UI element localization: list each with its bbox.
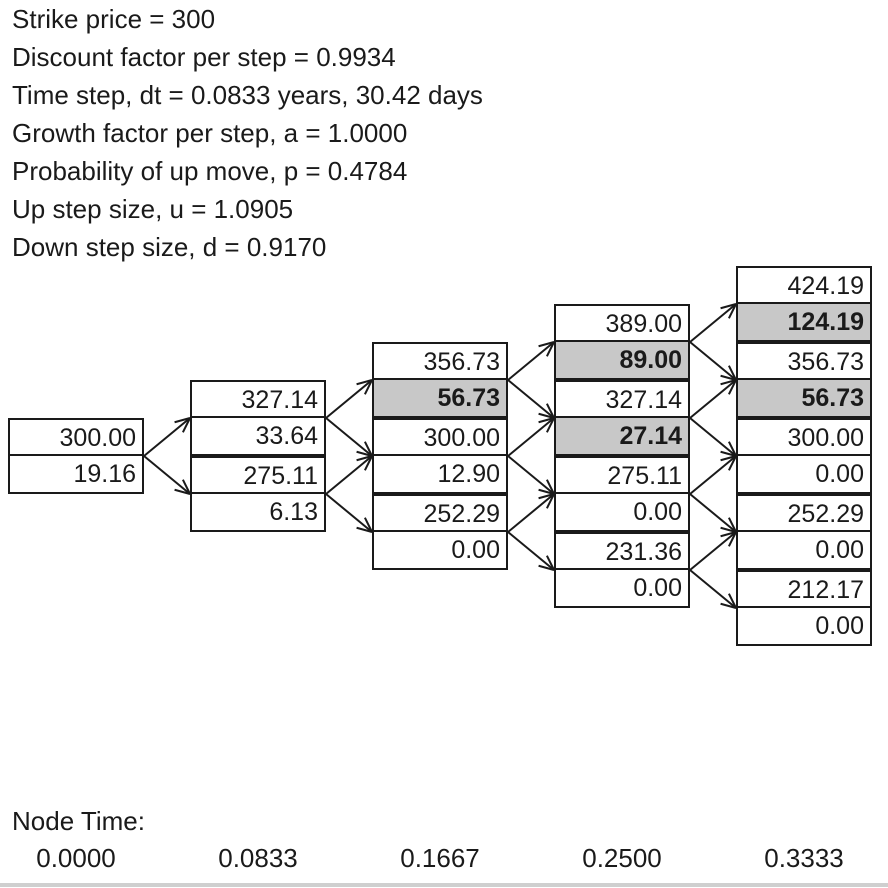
tree-edge-arrow	[507, 493, 555, 533]
tree-node: 275.11 6.13	[190, 456, 326, 532]
tree-edge-arrow	[507, 531, 555, 571]
node-option-value: 33.64	[255, 422, 318, 450]
node-option-value: 0.00	[815, 536, 864, 564]
node-option-value: 56.73	[738, 380, 870, 416]
node-stock-price: 275.11	[192, 458, 324, 494]
tree-edge-arrow	[507, 417, 555, 457]
node-stock-price: 212.17	[738, 572, 870, 608]
node-option-value: 0.00	[633, 574, 682, 602]
node-stock-price: 275.11	[556, 458, 688, 494]
node-time-value: 0.2500	[582, 843, 662, 873]
tree-edge-arrow	[689, 493, 737, 533]
node-option-value: 0.00	[451, 536, 500, 564]
parameter-line: Discount factor per step = 0.9934	[12, 42, 396, 72]
tree-edge-arrow	[689, 379, 737, 419]
bottom-divider	[0, 883, 888, 887]
node-stock-price: 356.73	[738, 344, 870, 380]
tree-edge-arrow	[689, 341, 737, 381]
tree-node: 327.14 33.64	[190, 380, 326, 456]
node-stock-price: 356.73	[374, 344, 506, 380]
node-stock-price: 327.14	[556, 382, 688, 418]
tree-edge-arrow	[325, 493, 373, 533]
tree-edge-arrow	[325, 417, 373, 457]
tree-node: 300.00 19.16	[8, 418, 144, 494]
tree-edge-arrow	[689, 569, 737, 609]
tree-edge-arrow	[689, 531, 737, 571]
node-stock-price: 300.00	[10, 420, 142, 456]
tree-node: 424.19 124.19	[736, 266, 872, 342]
parameter-line: Probability of up move, p = 0.4784	[12, 156, 408, 186]
tree-node: 389.00 89.00	[554, 304, 690, 380]
tree-edge-arrow	[689, 303, 737, 343]
tree-edge-arrow	[507, 455, 555, 495]
tree-edge-arrow	[325, 455, 373, 495]
node-option-value: 0.00	[815, 612, 864, 640]
node-time-value: 0.3333	[764, 843, 844, 873]
tree-edge-arrow	[507, 379, 555, 419]
node-option-value: 6.13	[269, 498, 318, 526]
tree-node: 252.29 0.00	[736, 494, 872, 570]
node-stock-price: 231.36	[556, 534, 688, 570]
node-time-value: 0.0833	[218, 843, 298, 873]
tree-node: 275.11 0.00	[554, 456, 690, 532]
node-option-value: 56.73	[374, 380, 506, 416]
node-time-label: Node Time:	[12, 806, 145, 836]
node-stock-price: 327.14	[192, 382, 324, 418]
node-time-value: 0.0000	[36, 843, 116, 873]
parameter-line: Down step size, d = 0.9170	[12, 232, 327, 262]
tree-node: 231.36 0.00	[554, 532, 690, 608]
parameter-line: Time step, dt = 0.0833 years, 30.42 days	[12, 80, 483, 110]
node-time-value: 0.1667	[400, 843, 480, 873]
tree-edge-arrow	[689, 455, 737, 495]
node-stock-price: 252.29	[738, 496, 870, 532]
parameter-line: Up step size, u = 1.0905	[12, 194, 294, 224]
node-stock-price: 424.19	[738, 268, 870, 304]
node-option-value: 0.00	[815, 460, 864, 488]
node-option-value: 27.14	[556, 418, 688, 454]
parameter-line: Strike price = 300	[12, 4, 216, 34]
tree-edge-arrow	[325, 379, 373, 419]
tree-node: 300.00 0.00	[736, 418, 872, 494]
node-option-value: 12.90	[437, 460, 500, 488]
node-option-value: 89.00	[556, 342, 688, 378]
tree-node: 300.00 12.90	[372, 418, 508, 494]
tree-node: 356.73 56.73	[372, 342, 508, 418]
node-stock-price: 300.00	[374, 420, 506, 456]
tree-edge-arrow	[143, 417, 191, 457]
node-option-value: 0.00	[633, 498, 682, 526]
parameter-line: Growth factor per step, a = 1.0000	[12, 118, 408, 148]
tree-edge-arrow	[143, 455, 191, 495]
tree-node: 252.29 0.00	[372, 494, 508, 570]
tree-edge-arrow	[507, 341, 555, 381]
node-option-value: 124.19	[738, 304, 870, 340]
node-stock-price: 252.29	[374, 496, 506, 532]
node-stock-price: 300.00	[738, 420, 870, 456]
node-option-value: 19.16	[73, 460, 136, 488]
tree-node: 212.17 0.00	[736, 570, 872, 646]
node-stock-price: 389.00	[556, 306, 688, 342]
tree-node: 327.14 27.14	[554, 380, 690, 456]
tree-edge-arrow	[689, 417, 737, 457]
tree-node: 356.73 56.73	[736, 342, 872, 418]
